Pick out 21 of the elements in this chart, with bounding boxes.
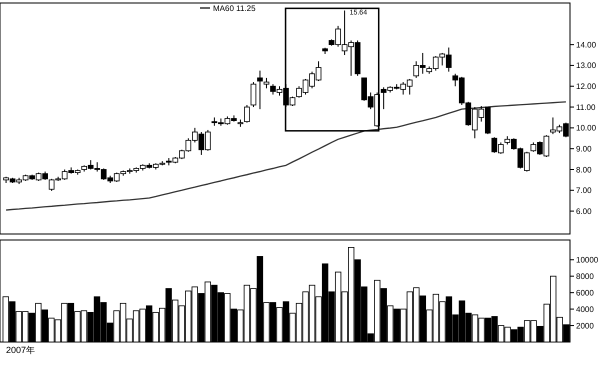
text: 2007年 (6, 345, 36, 355)
y-tick-label: 8000 (576, 272, 594, 281)
y-tick-label: 6000 (576, 288, 594, 298)
y-tick-label: 7.00 (576, 186, 592, 196)
y-tick-label: 13.00 (576, 61, 597, 70)
candlestick (244, 104, 250, 124)
y-tick-label: 9.00 (576, 144, 592, 154)
legend-label: MA60 11.25 (213, 4, 256, 13)
y-tick-label: 14.00 (576, 40, 597, 50)
y-tick-label: 2000 (576, 321, 594, 330)
y-tick-label: 10000 (576, 256, 599, 265)
y-tick-label: 6.00 (576, 206, 592, 216)
y-tick-label: 11.00 (576, 102, 596, 112)
candlestick (250, 82, 256, 108)
y-tick-label: 10.00 (576, 124, 597, 133)
line-series (5, 101, 567, 211)
candlestick (257, 70, 263, 110)
y-tick-label: 12.00 (576, 82, 597, 92)
y-tick-label: 8.00 (576, 165, 592, 174)
candlestick (264, 77, 270, 89)
y-tick-label: 4000 (576, 304, 594, 314)
